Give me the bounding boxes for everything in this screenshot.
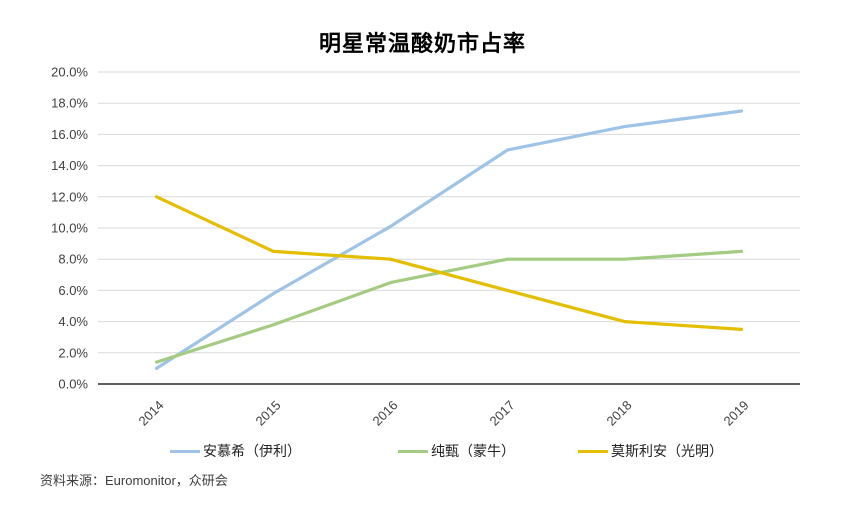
legend-line-icon: [398, 449, 428, 453]
y-axis-tick-label: 4.0%: [58, 314, 88, 329]
legend-item: 安慕希（伊利）: [170, 442, 301, 460]
series-line-1: [154, 109, 744, 370]
source-note: 资料来源：Euromonitor，众研会: [40, 473, 228, 488]
x-axis-tick-label: 2014: [136, 398, 167, 429]
x-axis-tick-label: 2015: [253, 398, 284, 429]
legend-line-icon: [170, 449, 200, 453]
series-line-2: [154, 249, 744, 364]
legend-item: 纯甄（蒙牛）: [398, 442, 515, 460]
legend: 安慕希（伊利） 纯甄（蒙牛） 莫斯利安（光明）: [0, 0, 845, 459]
x-axis-tick-label: 2019: [721, 398, 752, 429]
y-axis-tick-label: 12.0%: [51, 189, 88, 204]
legend-label: 莫斯利安（光明）: [611, 443, 723, 459]
y-axis-tick-label: 8.0%: [58, 252, 88, 267]
legend-label: 纯甄（蒙牛）: [431, 443, 515, 459]
y-axis-tick-label: 2.0%: [58, 345, 88, 360]
x-axis-tick-label: 2018: [604, 398, 635, 429]
legend-line-icon: [578, 449, 608, 453]
y-axis-tick-label: 10.0%: [51, 221, 88, 236]
chart-title: 明星常温酸奶市占率: [318, 31, 526, 56]
y-axis-tick-label: 20.0%: [51, 65, 88, 80]
legend-label: 安慕希（伊利）: [203, 443, 301, 459]
x-axis-tick-label: 2017: [487, 398, 518, 429]
y-axis-tick-label: 14.0%: [51, 158, 88, 173]
x-axis-tick-label: 2016: [370, 398, 401, 429]
legend-item: 莫斯利安（光明）: [578, 442, 723, 460]
series-line-3: [154, 195, 744, 331]
y-axis-tick-label: 6.0%: [58, 283, 88, 298]
y-axis-tick-label: 0.0%: [58, 377, 88, 392]
y-axis-tick-label: 16.0%: [51, 127, 88, 142]
y-axis-tick-label: 18.0%: [51, 96, 88, 111]
